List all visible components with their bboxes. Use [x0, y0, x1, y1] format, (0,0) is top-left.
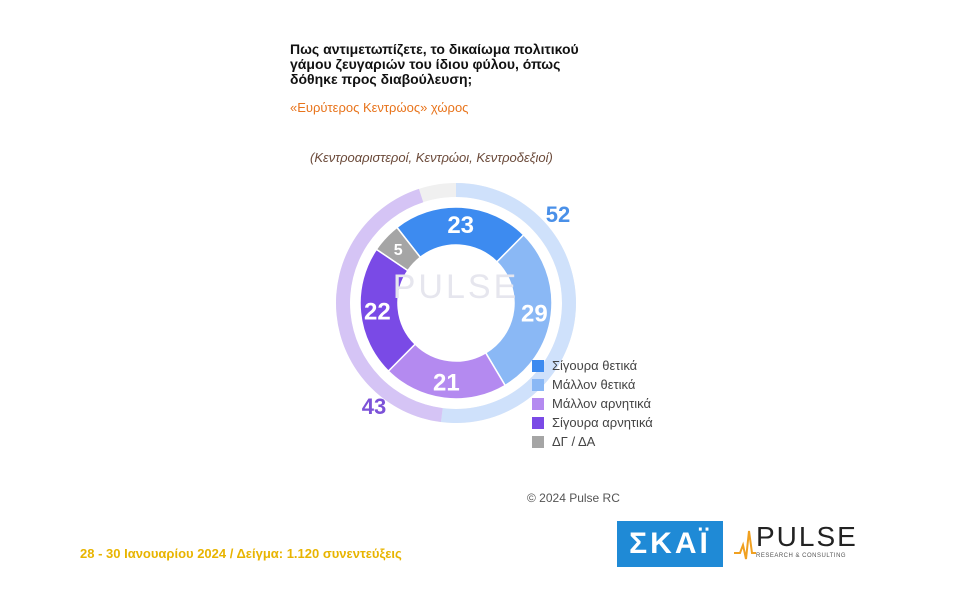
legend-label: Σίγουρα θετικά [552, 358, 638, 373]
legend-item: Μάλλον αρνητικά [532, 394, 712, 413]
legend-label: Μάλλον θετικά [552, 377, 636, 392]
donut-slice [484, 233, 553, 387]
legend-item: Σίγουρα θετικά [532, 356, 712, 375]
slice-value-label: 23 [447, 212, 474, 239]
group-total-label: 43 [362, 394, 386, 419]
outer-ring-negative [336, 188, 443, 423]
pulse-logo: PULSE RESEARCH & CONSULTING [734, 521, 856, 567]
donut-slice [375, 226, 422, 272]
legend-label: Σίγουρα αρνητικά [552, 415, 653, 430]
legend-item: ΔΓ / ΔΑ [532, 432, 712, 451]
chart-title: Πως αντιμετωπίζετε, το δικαίωμα πολιτικο… [290, 42, 650, 87]
legend-swatch [532, 416, 544, 429]
title-line: δόθηκε προς διαβούλευση; [290, 71, 473, 87]
legend-label: Μάλλον αρνητικά [552, 396, 652, 411]
skai-logo: ΣΚΑΪ [617, 521, 723, 567]
legend-swatch [532, 378, 544, 391]
chart-subtitle: «Ευρύτερος Κεντρώος» χώρος [290, 100, 469, 115]
slice-value-label: 22 [364, 299, 391, 326]
copyright: © 2024 Pulse RC [527, 491, 620, 505]
slice-value-label: 29 [521, 301, 548, 328]
pulse-logo-text: PULSE [756, 521, 858, 552]
title-line: γάμου ζευγαριών του ίδιου φύλου, όπως [290, 56, 561, 72]
group-note: (Κεντροαριστεροί, Κεντρώοι, Κεντροδεξιοί… [310, 150, 553, 165]
legend-swatch [532, 435, 544, 448]
legend-swatch [532, 397, 544, 410]
legend-item: Μάλλον θετικά [532, 375, 712, 394]
pulse-wave-icon [734, 530, 756, 560]
legend-label: ΔΓ / ΔΑ [552, 434, 596, 449]
legend-swatch [532, 359, 544, 372]
slice-value-label: 21 [433, 369, 460, 396]
survey-footer: 28 - 30 Ιανουαρίου 2024 / Δείγμα: 1.120 … [80, 546, 402, 561]
title-line: Πως αντιμετωπίζετε, το δικαίωμα πολιτικο… [290, 41, 579, 57]
group-total-label: 52 [546, 202, 570, 227]
slice-value-label: 5 [394, 242, 403, 259]
watermark-text: PULSE [393, 268, 520, 306]
pulse-logo-subtext: RESEARCH & CONSULTING [756, 553, 847, 559]
donut-hole [399, 246, 513, 360]
legend-item: Σίγουρα αρνητικά [532, 413, 712, 432]
legend: Σίγουρα θετικά Μάλλον θετικά Μάλλον αρνη… [532, 356, 712, 451]
